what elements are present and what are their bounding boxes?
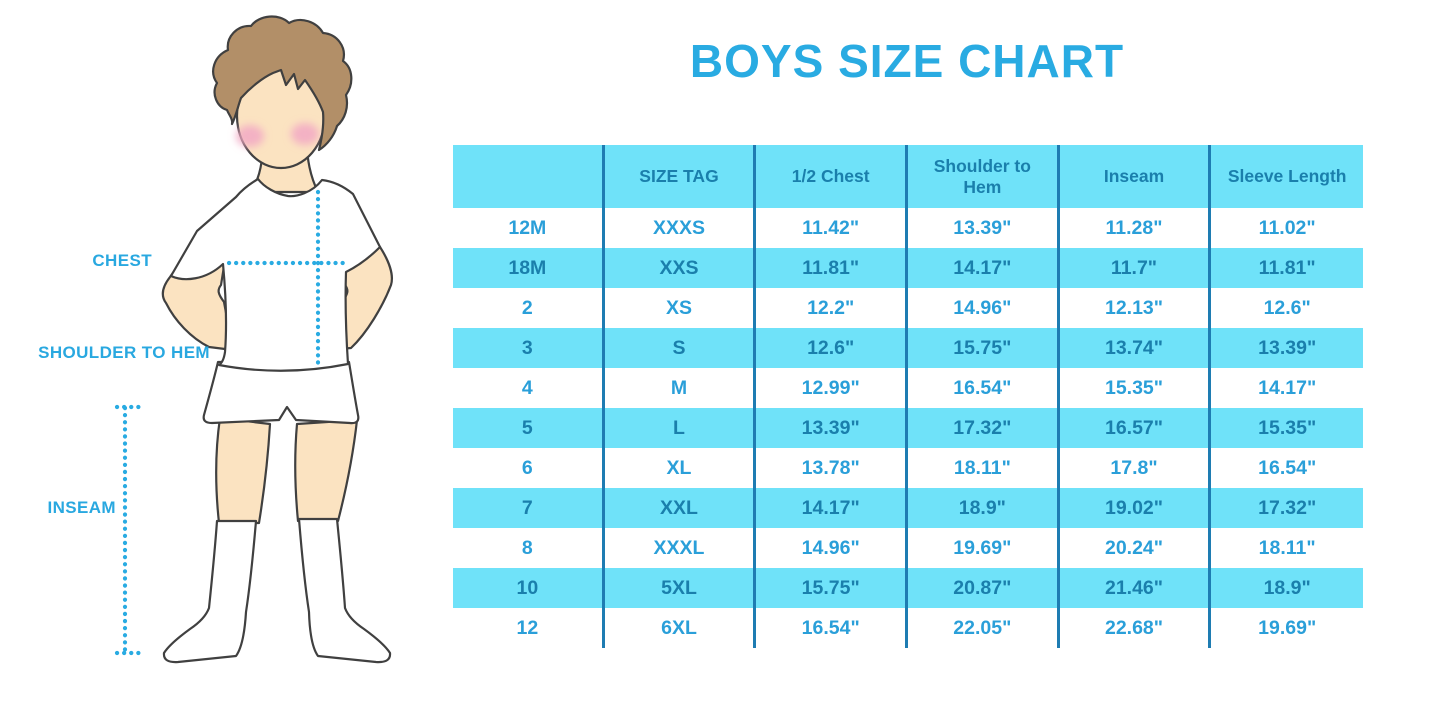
column-header: Sleeve Length bbox=[1227, 166, 1347, 187]
table-row: 2 XS 12.2" 14.96" 12.13" 12.6" bbox=[453, 288, 1363, 328]
table-row: 12M XXXS 11.42" 13.39" 11.28" 11.02" bbox=[453, 208, 1363, 248]
table-cell: 17.32" bbox=[1258, 496, 1317, 519]
table-cell: 11.81" bbox=[1258, 256, 1316, 279]
table-cell: 2 bbox=[453, 288, 605, 328]
table-cell: 16.54" bbox=[756, 608, 908, 648]
column-header: 1/2 Chest bbox=[756, 145, 908, 208]
table-cell: 15.75" bbox=[908, 328, 1060, 368]
table-cell: XXXL bbox=[605, 528, 757, 568]
table-cell: 13.39" bbox=[1258, 336, 1317, 359]
column-header: Shoulder to Hem bbox=[908, 145, 1060, 208]
column-header: SIZE TAG bbox=[605, 145, 757, 208]
table-cell: 12.99" bbox=[756, 368, 908, 408]
table-cell: 12.6" bbox=[1263, 296, 1311, 319]
table-row: 8 XXXL 14.96" 19.69" 20.24" 18.11" bbox=[453, 528, 1363, 568]
left-sock-shape bbox=[162, 519, 258, 664]
table-cell: 19.69" bbox=[1258, 616, 1317, 639]
table-cell: 16.54" bbox=[908, 368, 1060, 408]
table-cell: 18.11" bbox=[908, 448, 1060, 488]
boy-figure-illustration bbox=[114, 15, 393, 664]
table-row: 12 6XL 16.54" 22.05" 22.68" 19.69" bbox=[453, 608, 1363, 648]
table-cell: 17.8" bbox=[1060, 448, 1212, 488]
table-cell: 6XL bbox=[605, 608, 757, 648]
table-cell: 3 bbox=[453, 328, 605, 368]
cheeks bbox=[236, 123, 319, 147]
table-row: 5 L 13.39" 17.32" 16.57" 15.35" bbox=[453, 408, 1363, 448]
table-cell: 18.9" bbox=[908, 488, 1060, 528]
table-cell: 14.96" bbox=[756, 528, 908, 568]
table-cell: 16.54" bbox=[1258, 456, 1317, 479]
size-column-header-empty bbox=[453, 145, 605, 208]
table-row: 10 5XL 15.75" 20.87" 21.46" 18.9" bbox=[453, 568, 1363, 608]
table-cell: 13.39" bbox=[756, 408, 908, 448]
table-cell: 14.17" bbox=[1258, 376, 1317, 399]
table-cell: 20.24" bbox=[1060, 528, 1212, 568]
table-row: 3 S 12.6" 15.75" 13.74" 13.39" bbox=[453, 328, 1363, 368]
shorts-shape bbox=[202, 360, 360, 425]
table-cell: 18M bbox=[453, 248, 605, 288]
table-cell: XXL bbox=[605, 488, 757, 528]
table-cell: 13.74" bbox=[1060, 328, 1212, 368]
table-cell: 14.17" bbox=[908, 248, 1060, 288]
table-cell: 12 bbox=[453, 608, 605, 648]
table-cell: 11.42" bbox=[756, 208, 908, 248]
table-cell: S bbox=[605, 328, 757, 368]
table-row: 18M XXS 11.81" 14.17" 11.7" 11.81" bbox=[453, 248, 1363, 288]
column-header: Inseam bbox=[1060, 145, 1212, 208]
table-cell: 18.11" bbox=[1258, 536, 1316, 559]
shoulder-to-hem-label: SHOULDER TO HEM bbox=[38, 343, 210, 362]
right-leg-shape bbox=[294, 418, 359, 523]
table-cell: 5XL bbox=[605, 568, 757, 608]
table-cell: XS bbox=[605, 288, 757, 328]
table-cell: 18.9" bbox=[1263, 576, 1311, 599]
table-cell: 12M bbox=[453, 208, 605, 248]
table-cell: 16.57" bbox=[1060, 408, 1212, 448]
table-cell: 12.6" bbox=[756, 328, 908, 368]
left-leg-shape bbox=[215, 416, 272, 525]
size-table: SIZE TAG 1/2 Chest Shoulder to Hem Inseam Sl… bbox=[453, 145, 1363, 648]
table-cell: 17.32" bbox=[908, 408, 1060, 448]
table-cell: 5 bbox=[453, 408, 605, 448]
table-cell: XXS bbox=[605, 248, 757, 288]
table-cell: 7 bbox=[453, 488, 605, 528]
table-cell: 11.7" bbox=[1060, 248, 1212, 288]
table-cell: 11.02" bbox=[1258, 216, 1316, 239]
table-cell: 8 bbox=[453, 528, 605, 568]
tshirt-shape bbox=[169, 177, 382, 372]
table-cell: L bbox=[605, 408, 757, 448]
table-cell: 11.81" bbox=[756, 248, 908, 288]
table-cell: 13.78" bbox=[756, 448, 908, 488]
table-cell: 11.28" bbox=[1060, 208, 1212, 248]
table-row: 7 XXL 14.17" 18.9" 19.02" 17.32" bbox=[453, 488, 1363, 528]
table-cell: 14.17" bbox=[756, 488, 908, 528]
table-row: 4 M 12.99" 16.54" 15.35" 14.17" bbox=[453, 368, 1363, 408]
table-cell: 15.35" bbox=[1060, 368, 1212, 408]
table-cell: 21.46" bbox=[1060, 568, 1212, 608]
table-cell: M bbox=[605, 368, 757, 408]
right-sock-shape bbox=[297, 517, 392, 664]
inseam-label: INSEAM bbox=[47, 498, 116, 517]
table-cell: XXXS bbox=[605, 208, 757, 248]
table-cell: 10 bbox=[453, 568, 605, 608]
table-cell: 4 bbox=[453, 368, 605, 408]
hair-shape bbox=[212, 15, 353, 152]
size-table-header: SIZE TAG 1/2 Chest Shoulder to Hem Inseam Sl… bbox=[453, 145, 1363, 208]
table-row: 6 XL 13.78" 18.11" 17.8" 16.54" bbox=[453, 448, 1363, 488]
table-cell: 12.13" bbox=[1060, 288, 1212, 328]
table-cell: 22.05" bbox=[908, 608, 1060, 648]
table-cell: 13.39" bbox=[908, 208, 1060, 248]
table-cell: 19.02" bbox=[1060, 488, 1212, 528]
chest-label: CHEST bbox=[92, 251, 152, 270]
table-cell: 6 bbox=[453, 448, 605, 488]
table-cell: 15.35" bbox=[1258, 416, 1317, 439]
table-cell: XL bbox=[605, 448, 757, 488]
table-cell: 19.69" bbox=[908, 528, 1060, 568]
table-cell: 12.2" bbox=[756, 288, 908, 328]
table-cell: 22.68" bbox=[1060, 608, 1212, 648]
table-cell: 14.96" bbox=[908, 288, 1060, 328]
page-title: BOYS SIZE CHART bbox=[689, 35, 1125, 87]
table-cell: 15.75" bbox=[756, 568, 908, 608]
table-cell: 20.87" bbox=[908, 568, 1060, 608]
size-table-body: 12M XXXS 11.42" 13.39" 11.28" 11.02" 18M XXS 11.… bbox=[453, 208, 1363, 648]
